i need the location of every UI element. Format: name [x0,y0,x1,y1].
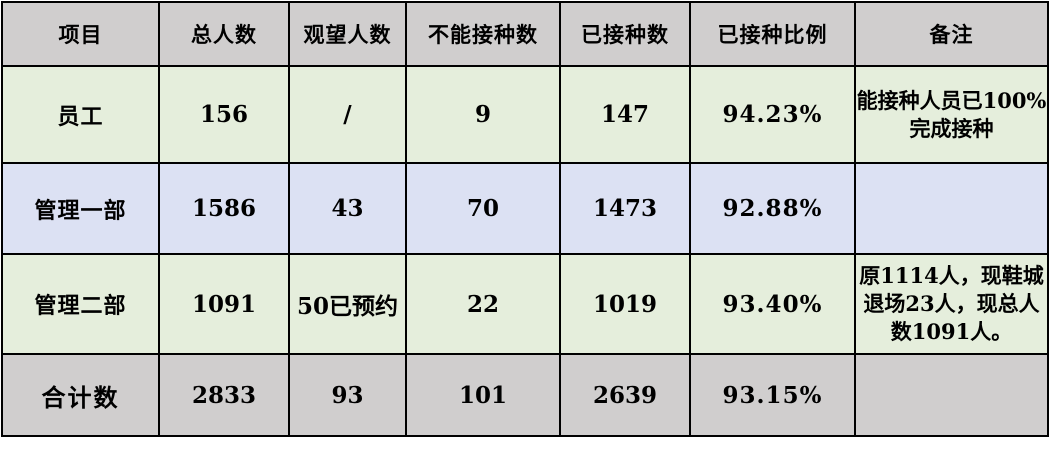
table-row-grand-total: 合计数 2833 93 101 2639 93.15% [1,353,1049,437]
cell-total: 156 [158,65,290,164]
cell-watching: 50已预约 [288,253,407,355]
cell-watching: 93 [288,353,407,437]
cell-item: 员工 [1,65,160,164]
cell-remark: 能接种人员已100%完成接种 [854,65,1049,164]
cell-ratio: 93.15% [689,353,856,437]
column-header-item: 项目 [1,1,160,67]
cell-remark [854,353,1049,437]
cell-cannot-vaccinate: 101 [405,353,561,437]
table-row-management-dept-1: 管理一部 1586 43 70 1473 92.88% [1,162,1049,255]
cell-ratio: 94.23% [689,65,856,164]
cell-ratio: 93.40% [689,253,856,355]
cell-cannot-vaccinate: 9 [405,65,561,164]
cell-watching: 43 [288,162,407,255]
column-header-total: 总人数 [158,1,290,67]
cell-vaccinated: 147 [559,65,691,164]
column-header-vaccinated: 已接种数 [559,1,691,67]
column-header-watching: 观望人数 [288,1,407,67]
cell-ratio: 92.88% [689,162,856,255]
table-row-management-dept-2: 管理二部 1091 50已预约 22 1019 93.40% 原1114人，现鞋… [1,253,1049,355]
cell-watching: / [288,65,407,164]
cell-total: 1586 [158,162,290,255]
column-header-ratio: 已接种比例 [689,1,856,67]
cell-vaccinated: 2639 [559,353,691,437]
cell-remark: 原1114人，现鞋城退场23人，现总人数1091人。 [854,253,1049,355]
cell-vaccinated: 1019 [559,253,691,355]
vaccination-table: 项目 总人数 观望人数 不能接种数 已接种数 已接种比例 备注 员工 156 /… [1,1,1049,437]
cell-remark [854,162,1049,255]
cell-vaccinated: 1473 [559,162,691,255]
column-header-cannot-vaccinate: 不能接种数 [405,1,561,67]
cell-cannot-vaccinate: 22 [405,253,561,355]
cell-item: 管理二部 [1,253,160,355]
header-row: 项目 总人数 观望人数 不能接种数 已接种数 已接种比例 备注 [1,1,1049,67]
cell-total: 1091 [158,253,290,355]
cell-item: 合计数 [1,353,160,437]
cell-cannot-vaccinate: 70 [405,162,561,255]
cell-total: 2833 [158,353,290,437]
cell-item: 管理一部 [1,162,160,255]
column-header-remark: 备注 [854,1,1049,67]
table-row-employees: 员工 156 / 9 147 94.23% 能接种人员已100%完成接种 [1,65,1049,164]
